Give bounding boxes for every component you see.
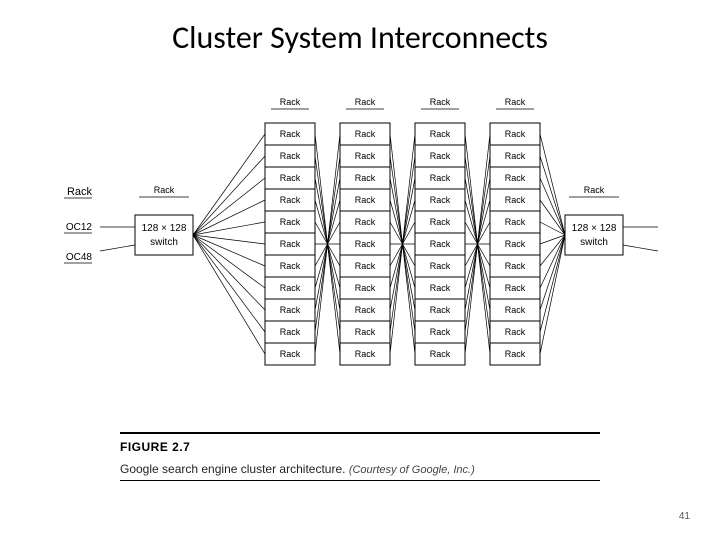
svg-text:Rack: Rack [280,305,301,315]
svg-text:Rack: Rack [430,283,451,293]
svg-text:Rack: Rack [280,173,301,183]
svg-text:Rack: Rack [355,151,376,161]
svg-text:Rack: Rack [430,217,451,227]
svg-text:Rack: Rack [505,195,526,205]
svg-text:Rack: Rack [505,283,526,293]
svg-text:Rack: Rack [355,129,376,139]
svg-text:switch: switch [150,237,178,248]
svg-text:Rack: Rack [505,305,526,315]
svg-text:Rack: Rack [355,97,376,107]
svg-text:Rack: Rack [430,305,451,315]
svg-text:Rack: Rack [67,186,93,198]
svg-text:Rack: Rack [430,349,451,359]
svg-text:Rack: Rack [430,261,451,271]
svg-text:Rack: Rack [355,327,376,337]
svg-text:128 × 128: 128 × 128 [572,223,617,234]
svg-text:Rack: Rack [355,217,376,227]
svg-text:OC12: OC12 [66,222,93,233]
caption-credit: (Courtesy of Google, Inc.) [349,464,475,476]
page-number: 41 [679,511,690,522]
svg-text:Rack: Rack [505,173,526,183]
svg-text:Rack: Rack [505,97,526,107]
svg-text:Rack: Rack [505,129,526,139]
svg-text:Rack: Rack [280,349,301,359]
svg-text:Rack: Rack [430,173,451,183]
svg-text:Rack: Rack [430,239,451,249]
figure-caption: FIGURE 2.7 Google search engine cluster … [120,432,620,481]
svg-text:Rack: Rack [430,129,451,139]
svg-text:Rack: Rack [430,327,451,337]
svg-text:Rack: Rack [505,349,526,359]
interconnect-diagram: Rack Rack Rack Rack Rack Rack Rack Rack Rack Rack… [60,95,660,425]
svg-text:Rack: Rack [355,305,376,315]
page-title: Cluster System Interconnects [0,18,720,57]
svg-text:Rack: Rack [280,327,301,337]
svg-text:Rack: Rack [280,195,301,205]
svg-text:Rack: Rack [505,217,526,227]
svg-text:Rack: Rack [154,185,175,195]
svg-text:Rack: Rack [355,239,376,249]
svg-text:Rack: Rack [280,261,301,271]
svg-text:Rack: Rack [505,261,526,271]
svg-text:Rack: Rack [280,239,301,249]
svg-text:Rack: Rack [280,217,301,227]
svg-text:Rack: Rack [430,97,451,107]
svg-text:Rack: Rack [280,283,301,293]
svg-text:Rack: Rack [355,195,376,205]
svg-text:Rack: Rack [355,283,376,293]
svg-text:OC48: OC48 [66,252,93,263]
svg-text:Rack: Rack [280,129,301,139]
svg-text:Rack: Rack [505,239,526,249]
svg-text:Rack: Rack [430,195,451,205]
svg-text:Rack: Rack [280,97,301,107]
svg-text:Rack: Rack [280,151,301,161]
caption-text: Google search engine cluster architectur… [120,462,345,476]
svg-text:Rack: Rack [355,261,376,271]
svg-text:Rack: Rack [584,185,605,195]
svg-text:128 × 128: 128 × 128 [142,223,187,234]
svg-text:switch: switch [580,237,608,248]
svg-text:Rack: Rack [505,151,526,161]
svg-text:Rack: Rack [355,349,376,359]
figure-label: FIGURE 2.7 [120,440,190,454]
svg-text:Rack: Rack [430,151,451,161]
svg-text:Rack: Rack [355,173,376,183]
svg-text:Rack: Rack [505,327,526,337]
